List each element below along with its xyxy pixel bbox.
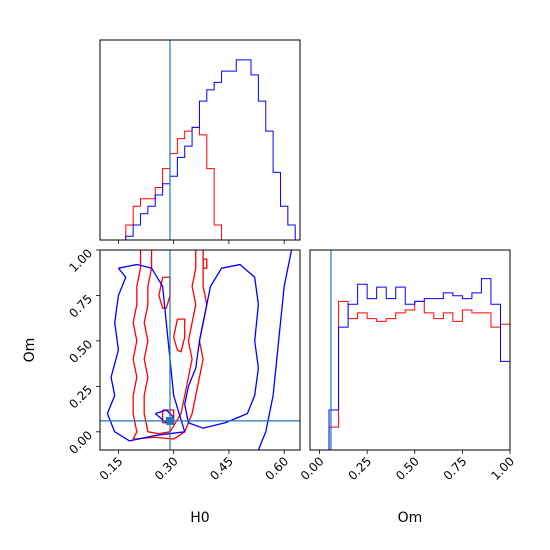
- histogram-om-series-1: [310, 278, 510, 450]
- contour-series-1-level-1: [184, 263, 260, 429]
- contour-series-0-level-5: [202, 258, 208, 269]
- histogram-h0-frame: [99, 39, 301, 241]
- contour-frame: [99, 249, 301, 451]
- x-axis-label-h0: H0: [190, 510, 209, 526]
- contour-series-1-level-0: [257, 250, 293, 450]
- truth-marker: [165, 416, 174, 425]
- contour-series-0-level-3: [173, 318, 186, 353]
- histogram-om-frame: [309, 249, 511, 451]
- x-axis-label-om: Om: [398, 510, 423, 526]
- histogram-h0-panel: [99, 39, 301, 244]
- histogram-h0-series-0: [100, 126, 300, 240]
- contour-series-1-level-2: [106, 263, 186, 442]
- y-axis-label-om: Om: [22, 338, 38, 363]
- histogram-h0-series-1: [100, 59, 300, 240]
- contour-series-0-level-1: [143, 250, 197, 435]
